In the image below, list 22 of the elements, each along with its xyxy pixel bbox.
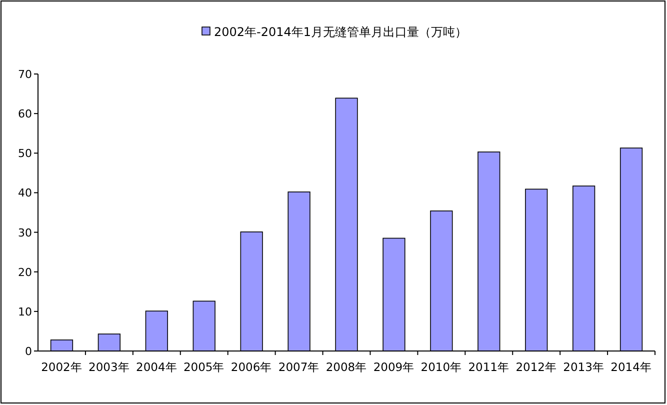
- x-tick-label: 2010年: [420, 360, 462, 374]
- x-tick-label: 2005年: [183, 360, 225, 374]
- x-tick-label: 2003年: [88, 360, 130, 374]
- y-tick-label: 60: [18, 108, 32, 121]
- x-tick-label: 2004年: [136, 360, 178, 374]
- y-tick-label: 40: [18, 186, 32, 200]
- x-tick-label: 2013年: [563, 360, 604, 374]
- y-tick-label: 70: [18, 68, 32, 81]
- y-tick-label: 20: [18, 266, 32, 279]
- x-tick-label: 2014年: [610, 360, 652, 374]
- x-tick-label: 2006年: [230, 360, 272, 374]
- x-tick-label: 2008年: [326, 360, 368, 374]
- y-tick-label: 0: [25, 345, 32, 358]
- x-tick-label: 2002年: [41, 360, 82, 374]
- legend-label: 2002年-2014年1月无缝管单月出口量（万吨）: [214, 25, 468, 39]
- y-tick-label: 50: [18, 147, 32, 160]
- x-tick-label: 2012年: [516, 360, 557, 374]
- x-tick-label: 2011年: [468, 360, 510, 374]
- x-tick-label: 2009年: [373, 360, 415, 374]
- y-tick-label: 10: [18, 305, 32, 318]
- x-tick-label: 2007年: [278, 360, 320, 374]
- y-tick-label: 30: [18, 226, 32, 240]
